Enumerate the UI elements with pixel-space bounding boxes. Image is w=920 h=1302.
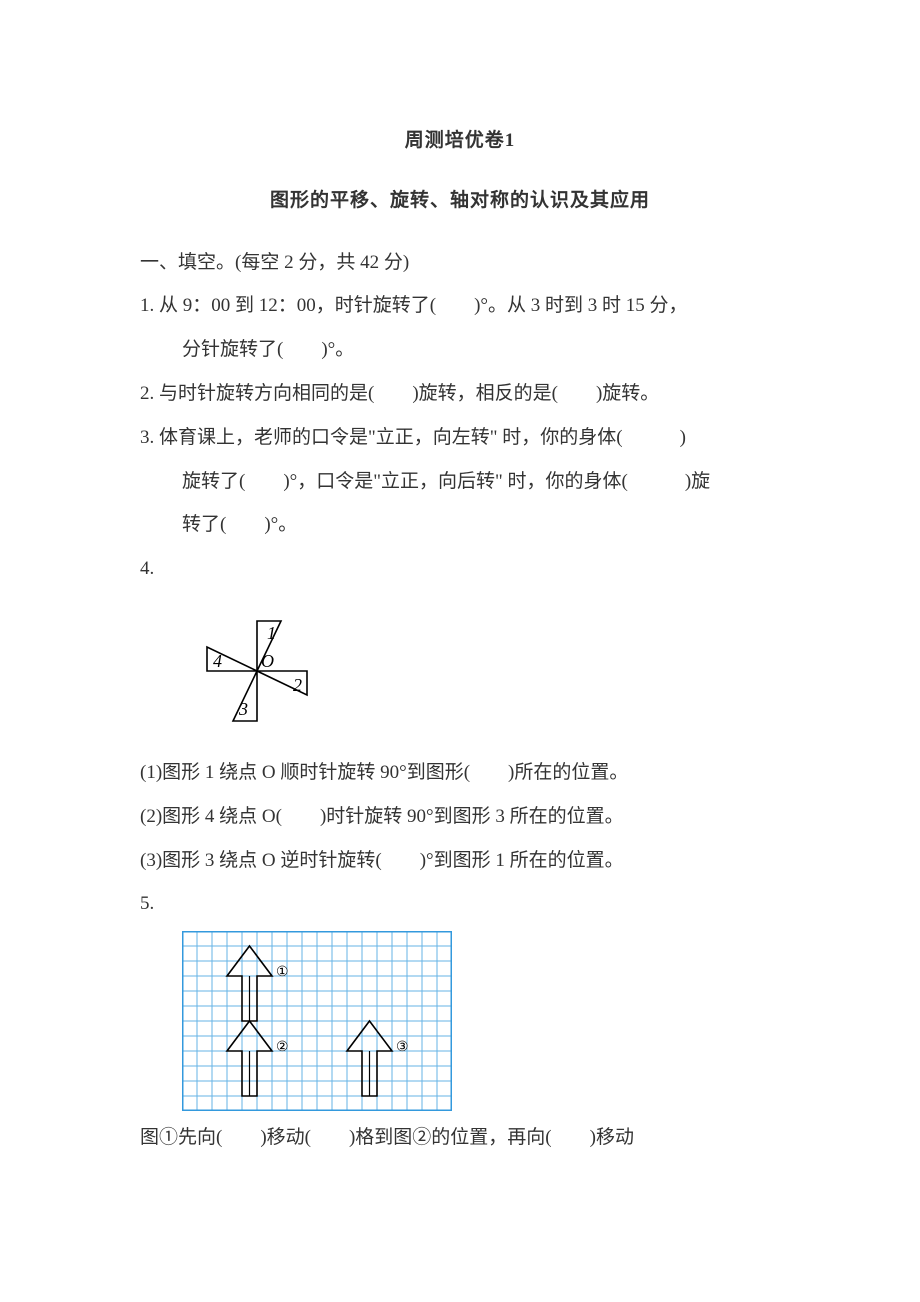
svg-text:③: ③ (396, 1040, 409, 1055)
svg-text:①: ① (276, 965, 289, 980)
grid-diagram: ① ② ③ (182, 931, 780, 1111)
pinwheel-diagram: 1 2 3 4 O (182, 596, 780, 746)
question-4-sub2: (2)图形 4 绕点 O( )时针旋转 90°到图形 3 所在的位置。 (140, 796, 780, 838)
question-1-line1: 1. 从 9：00 到 12：00，时针旋转了( )°。从 3 时到 3 时 1… (140, 285, 780, 327)
question-1-line2: 分针旋转了( )°。 (140, 329, 780, 371)
svg-text:3: 3 (238, 699, 248, 719)
question-3-line2: 旋转了( )°，口令是"立正，向后转" 时，你的身体( )旋 (140, 461, 780, 503)
svg-text:2: 2 (293, 675, 302, 695)
page: 周测培优卷1 图形的平移、旋转、轴对称的认识及其应用 一、填空。(每空 2 分，… (0, 0, 920, 1221)
question-5-line1: 图①先向( )移动( )格到图②的位置，再向( )移动 (140, 1117, 780, 1159)
section-1-heading: 一、填空。(每空 2 分，共 42 分) (140, 242, 780, 284)
question-5-head: 5. (140, 883, 780, 925)
svg-text:4: 4 (213, 651, 222, 671)
doc-subtitle: 图形的平移、旋转、轴对称的认识及其应用 (140, 180, 780, 222)
question-4-head: 4. (140, 548, 780, 590)
question-4-sub3: (3)图形 3 绕点 O 逆时针旋转( )°到图形 1 所在的位置。 (140, 840, 780, 882)
grid-svg: ① ② ③ (182, 931, 452, 1111)
svg-text:②: ② (276, 1040, 289, 1055)
pinwheel-svg: 1 2 3 4 O (182, 596, 332, 746)
svg-text:1: 1 (267, 623, 276, 643)
question-4-sub1: (1)图形 1 绕点 O 顺时针旋转 90°到图形( )所在的位置。 (140, 752, 780, 794)
question-2: 2. 与时针旋转方向相同的是( )旋转，相反的是( )旋转。 (140, 373, 780, 415)
question-3-line1: 3. 体育课上，老师的口令是"立正，向左转" 时，你的身体( ) (140, 417, 780, 459)
svg-text:O: O (261, 651, 274, 671)
doc-title: 周测培优卷1 (140, 120, 780, 162)
question-3-line3: 转了( )°。 (140, 504, 780, 546)
